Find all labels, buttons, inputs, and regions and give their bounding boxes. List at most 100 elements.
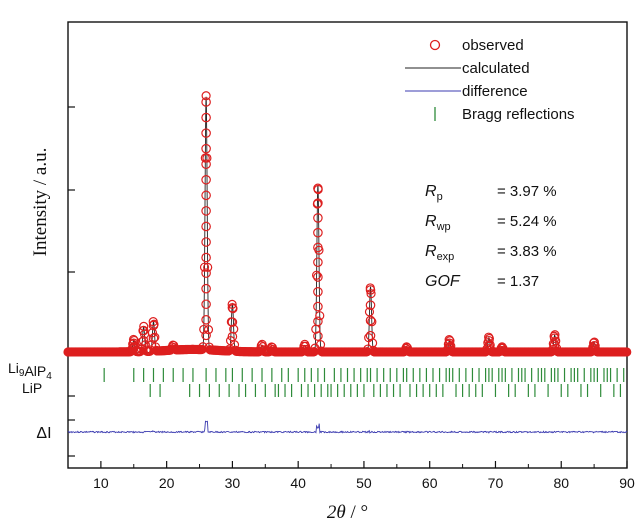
- observed-point: [444, 335, 454, 345]
- legend-label: Bragg reflections: [462, 106, 575, 123]
- observed-point: [128, 342, 139, 352]
- observed-point: [550, 330, 560, 340]
- observed-point: [201, 159, 211, 170]
- observed-point: [201, 330, 211, 341]
- difference-line: [67, 420, 628, 434]
- observed-point: [444, 338, 455, 349]
- legend-marker-observed: [429, 39, 441, 51]
- observed-point: [313, 272, 323, 282]
- x-tick-label: 40: [290, 475, 306, 491]
- observed-point: [201, 91, 211, 101]
- observed-point: [589, 343, 599, 354]
- observed-point: [201, 143, 211, 154]
- observed-point: [201, 206, 211, 216]
- x-tick-label: 10: [93, 475, 109, 491]
- observed-point: [148, 333, 159, 344]
- observed-point: [203, 262, 213, 272]
- observed-point: [365, 315, 376, 326]
- stat-symbol: Rp: [425, 183, 443, 203]
- observed-point: [201, 174, 211, 185]
- plot-frame: [67, 21, 628, 469]
- stat-value: = 5.24 %: [497, 213, 557, 230]
- observed-point: [315, 311, 325, 321]
- observed-point: [227, 302, 238, 313]
- y-axis-label: Intensity / a.u.: [30, 148, 51, 257]
- x-tick-label: 70: [488, 475, 504, 491]
- x-tick-label: 30: [225, 475, 241, 491]
- observed-point: [549, 339, 560, 350]
- observed-point: [313, 287, 323, 297]
- observed-point: [201, 315, 211, 325]
- observed-point: [367, 317, 377, 327]
- axes: 10 20 30 40 50 60 70 80 90: [67, 21, 635, 491]
- legend-label: observed: [462, 37, 524, 54]
- observed-point: [313, 198, 323, 208]
- x-tick-label: 80: [553, 475, 569, 491]
- x-tick-label: 20: [159, 475, 175, 491]
- observed-point: [313, 242, 323, 253]
- observed-point: [311, 270, 322, 280]
- stat-value: = 3.83 %: [497, 243, 557, 260]
- observed-point: [366, 289, 376, 299]
- observed-point: [138, 335, 149, 346]
- observed-point: [201, 283, 211, 294]
- observed-point: [227, 299, 237, 309]
- observed-point: [365, 330, 376, 341]
- difference-series: ΔI: [36, 420, 628, 442]
- stat-symbol: Rwp: [425, 213, 451, 233]
- observed-point: [365, 285, 376, 295]
- observed-point: [227, 331, 238, 342]
- observed-point: [313, 227, 323, 238]
- observed-point: [313, 331, 323, 341]
- observed-point: [147, 328, 158, 338]
- observed-point: [201, 237, 211, 247]
- observed-point: [201, 252, 211, 263]
- legend-label: difference: [462, 83, 528, 100]
- x-tick-label: 90: [619, 475, 635, 491]
- observed-point: [138, 325, 149, 336]
- observed-point: [201, 268, 211, 278]
- observed-point: [549, 333, 560, 344]
- x-tick-label: 50: [356, 475, 372, 491]
- observed-series: [63, 91, 632, 357]
- bragg-phase-label: LiP: [22, 380, 42, 396]
- bragg-phase-label: Li9AlP4: [8, 360, 52, 382]
- observed-point: [128, 338, 139, 349]
- observed-point: [313, 183, 323, 194]
- observed-point: [203, 325, 214, 335]
- observed-point: [201, 97, 211, 107]
- observed-point: [622, 347, 632, 357]
- legend: observed calculated difference Bragg reflec…: [405, 37, 575, 123]
- observed-point: [444, 342, 455, 352]
- observed-point: [201, 128, 211, 138]
- stat-symbol: Rexp: [425, 243, 454, 263]
- axis-labels: 2θ / ° Intensity / a.u.: [30, 148, 368, 523]
- observed-point: [313, 316, 323, 327]
- observed-point: [589, 341, 599, 351]
- observed-point: [201, 190, 211, 201]
- observed-point: [199, 262, 210, 272]
- stat-value: = 1.37: [497, 273, 539, 290]
- observed-point: [313, 301, 323, 312]
- observed-point: [202, 153, 212, 163]
- observed-point: [201, 221, 211, 232]
- fit-statistics: Rp = 3.97 % Rwp = 5.24 % Rexp = 3.83 % GOF = 1.…: [425, 183, 557, 290]
- observed-point: [199, 324, 209, 335]
- observed-point: [484, 335, 494, 346]
- observed-point: [201, 112, 211, 123]
- legend-label: calculated: [462, 60, 530, 77]
- stat-value: = 3.97 %: [497, 183, 557, 200]
- observed-point: [148, 320, 159, 331]
- observed-point: [150, 332, 160, 342]
- observed-point: [313, 213, 323, 223]
- stat-symbol: GOF: [425, 273, 461, 290]
- observed-point: [227, 317, 238, 327]
- difference-label: ΔI: [36, 425, 51, 442]
- observed-point: [365, 300, 376, 310]
- observed-point: [229, 324, 239, 334]
- observed-point: [313, 257, 323, 268]
- observed-point: [484, 341, 494, 351]
- x-axis-label: 2θ / °: [327, 502, 368, 523]
